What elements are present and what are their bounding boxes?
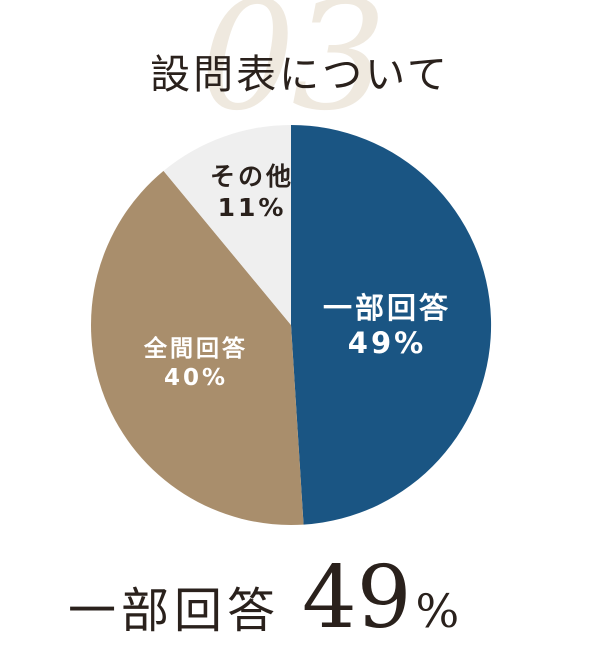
summary-unit: % [415,584,460,638]
pie-slice-full [91,170,304,526]
pie-slice-other [163,125,291,325]
background-section-number: 03 [200,0,387,144]
page-title: 設問表について [150,52,450,98]
pie-slice-partial [291,124,492,525]
slice-label-other: その他 [210,162,294,191]
summary-value: 49 [302,548,412,648]
slice-value-partial: 49% [348,326,426,360]
summary-highlight: 一部回答 49% [68,548,459,648]
slice-label-full: 全間回答 [143,335,248,362]
slice-label-partial: 一部回答 [323,291,451,325]
slice-value-other: 11% [218,193,287,222]
slice-value-full: 40% [164,365,228,391]
summary-label: 一部回答 [68,583,281,639]
